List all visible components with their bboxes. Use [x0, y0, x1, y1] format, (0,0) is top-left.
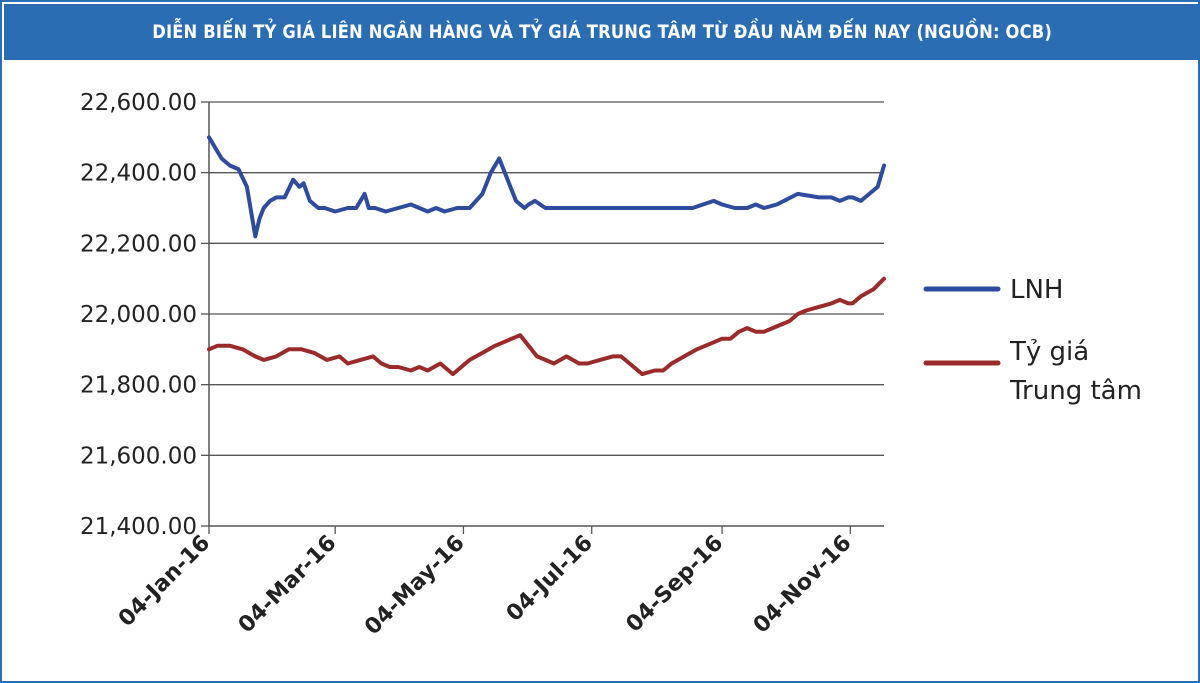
legend-label-central-rate-line2: Trung tâm	[1009, 376, 1142, 406]
x-tick-label: 04-Nov-16	[749, 531, 857, 639]
x-tick-label: 04-May-16	[360, 531, 470, 641]
legend-label-central-rate-line1: Tỷ giá	[1009, 337, 1089, 367]
series-line-central-rate	[207, 276, 886, 377]
series-lines	[207, 135, 886, 377]
x-tick-label: 04-Jul-16	[502, 531, 598, 627]
y-tick-label: 21,400.00	[80, 514, 197, 540]
chart-title: DIỄN BIẾN TỶ GIÁ LIÊN NGÂN HÀNG VÀ TỶ GI…	[152, 21, 1052, 43]
line-chart: 22,600.00 22,400.00 22,200.00 22,000.00 21,8…	[80, 90, 1142, 641]
y-tick-label: 22,200.00	[80, 231, 197, 257]
series-line-lnh	[207, 135, 886, 239]
x-tick-label: 04-Sep-16	[622, 531, 729, 638]
x-tick-label: 04-Mar-16	[234, 531, 342, 639]
legend: LNH Tỷ giá Trung tâm	[923, 275, 1142, 406]
y-tick-label: 21,600.00	[80, 443, 197, 469]
gridlines	[209, 101, 884, 456]
title-bar: DIỄN BIẾN TỶ GIÁ LIÊN NGÂN HÀNG VÀ TỶ GI…	[4, 4, 1200, 60]
y-tick-label: 21,800.00	[80, 373, 197, 399]
legend-label-lnh: LNH	[1010, 275, 1064, 305]
x-tick-label: 04-Jan-16	[114, 531, 215, 632]
y-tick-label: 22,600.00	[80, 90, 197, 116]
y-tick-label: 22,400.00	[80, 161, 197, 187]
y-tick-label: 22,000.00	[80, 302, 197, 328]
